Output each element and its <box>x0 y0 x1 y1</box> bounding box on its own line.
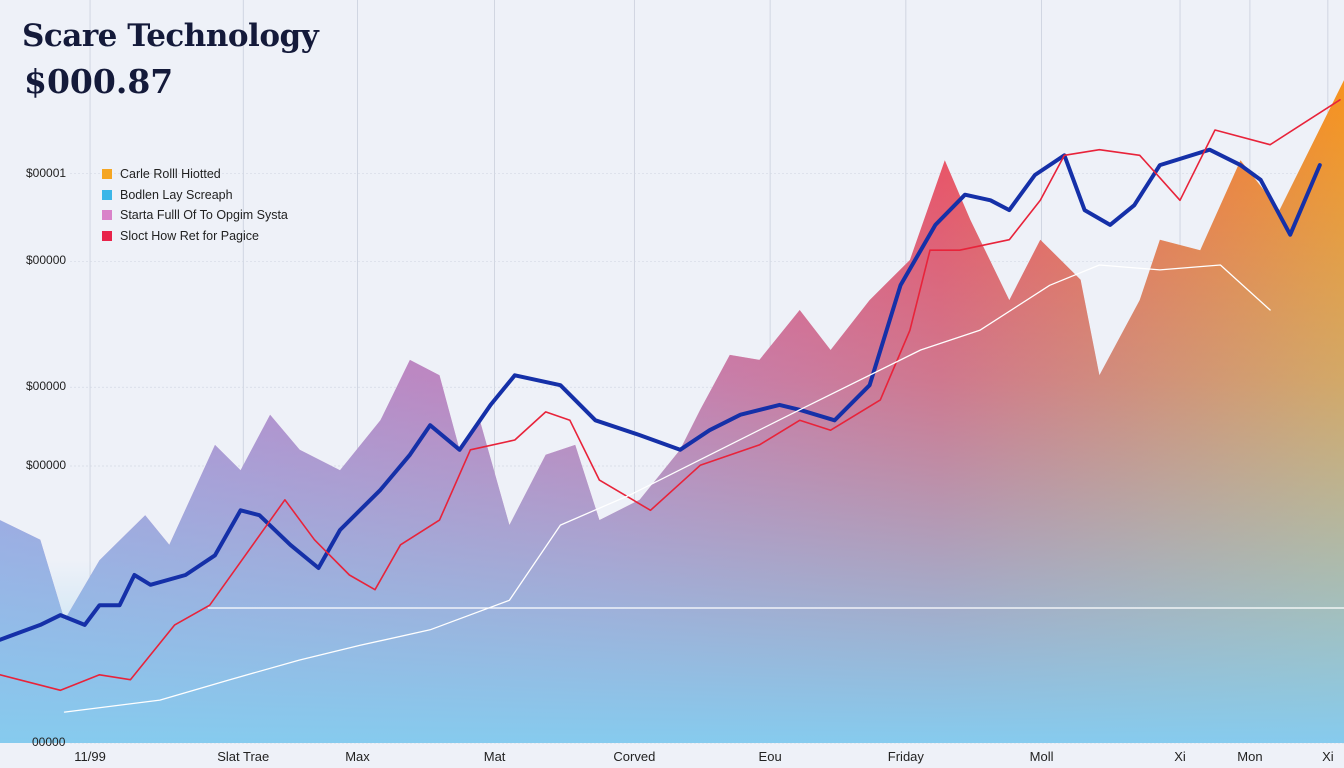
y-tick-label: $00001 <box>26 165 67 180</box>
x-tick-label: Xi <box>1174 749 1186 764</box>
x-tick-label: Friday <box>887 749 924 764</box>
legend-swatch <box>102 210 112 221</box>
legend-item: Carle Rolll Hiotted <box>102 164 288 185</box>
line-series-3 <box>63 264 1271 713</box>
legend-item: Bodlen Lay Screaph <box>102 185 288 206</box>
x-tick-label: Mon <box>1237 749 1263 764</box>
legend-item: Starta Fulll Of To Opgim Systa <box>102 205 288 226</box>
x-tick-label: 11/99 <box>74 749 106 764</box>
line-series-2 <box>0 99 1341 692</box>
y-tick-label: $00000 <box>26 458 67 473</box>
chart-value: $000.87 <box>24 62 174 101</box>
x-tick-label: Mat <box>483 749 506 764</box>
x-tick-label: Moll <box>1029 749 1054 764</box>
legend-label: Sloct How Ret for Pagice <box>120 228 259 243</box>
legend-label: Bodlen Lay Screaph <box>120 187 233 202</box>
area-fade <box>0 80 1344 744</box>
legend: Carle Rolll Hiotted Bodlen Lay Screaph S… <box>102 164 288 246</box>
legend-swatch <box>102 169 112 180</box>
x-tick-label: Eou <box>758 749 782 764</box>
series-group <box>0 80 1344 744</box>
legend-item: Sloct How Ret for Pagice <box>102 226 288 247</box>
x-tick-label: Xi <box>1322 749 1334 764</box>
y-tick-label: $00000 <box>26 253 67 268</box>
y-tick-label: $00000 <box>26 379 67 394</box>
chart-title: Scare Technology <box>22 18 319 54</box>
legend-label: Starta Fulll Of To Opgim Systa <box>120 208 288 223</box>
x-tick-label: Max <box>345 749 370 764</box>
line-series-1 <box>0 147 1322 642</box>
legend-swatch <box>102 230 112 241</box>
x-tick-label: Corved <box>613 749 656 764</box>
legend-label: Carle Rolll Hiotted <box>120 167 221 182</box>
x-tick-label: Slat Trae <box>217 749 270 764</box>
legend-swatch <box>102 189 112 200</box>
y-tick-label: 00000 <box>32 735 66 749</box>
